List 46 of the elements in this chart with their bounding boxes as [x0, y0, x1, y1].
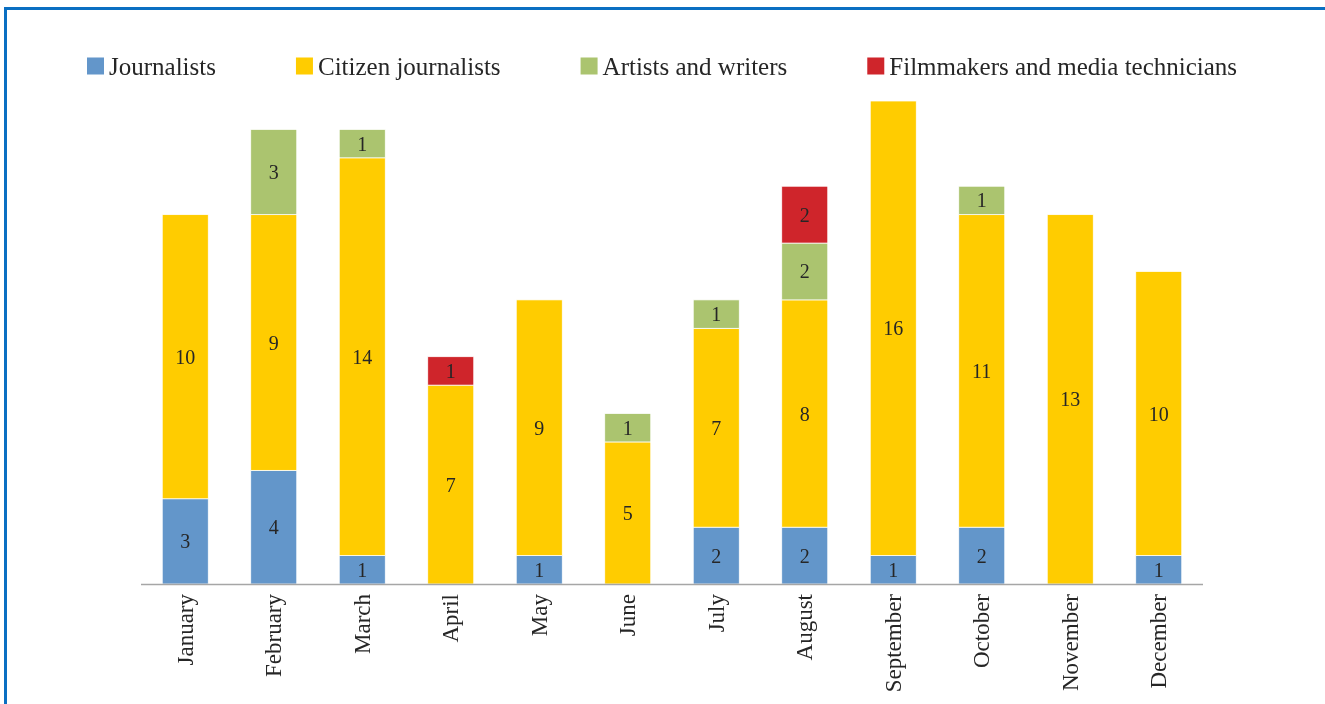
x-tick-label: January	[172, 593, 198, 666]
data-label: 11	[972, 359, 992, 382]
data-label: 1	[534, 558, 545, 581]
x-tick-label: October	[969, 593, 995, 669]
data-label: 2	[799, 544, 810, 567]
data-label: 4	[268, 516, 279, 539]
x-tick-label: May	[526, 593, 552, 637]
data-label: 8	[799, 402, 810, 425]
data-label: 5	[622, 501, 633, 524]
bar	[1046, 214, 1094, 585]
x-tick-label: April	[438, 594, 464, 643]
x-tick-label: June	[615, 594, 641, 637]
legend-label: Journalists	[109, 52, 216, 80]
data-label: 1	[711, 303, 722, 326]
data-label: 1	[622, 416, 633, 439]
data-label: 10	[1148, 402, 1169, 425]
data-label: 13	[1060, 388, 1081, 411]
data-label: 1	[445, 359, 456, 382]
data-label: 14	[352, 345, 373, 368]
data-label: 7	[711, 416, 722, 439]
data-label: 9	[534, 416, 545, 439]
data-label: 2	[799, 203, 810, 226]
data-label: 2	[976, 544, 987, 567]
x-tick-label: December	[1146, 593, 1172, 689]
data-label: 7	[445, 473, 456, 496]
x-tick-label: March	[349, 593, 375, 655]
data-label: 1	[1153, 558, 1164, 581]
x-tick-label: February	[261, 593, 287, 678]
data-label: 10	[175, 345, 196, 368]
data-label: 16	[883, 317, 904, 340]
x-tick-label: August	[792, 593, 818, 661]
legend-label: Filmmakers and media technicians	[889, 52, 1238, 80]
legend-label: Artists and writers	[602, 52, 788, 80]
legend-label: Citizen journalists	[317, 52, 501, 80]
data-label: 1	[357, 132, 368, 155]
data-label: 3	[268, 161, 279, 184]
data-label: 9	[268, 331, 279, 354]
data-label: 1	[976, 189, 987, 212]
x-tick-label: July	[703, 593, 729, 633]
data-label: 2	[711, 544, 722, 567]
data-label: 1	[888, 558, 899, 581]
data-label: 1	[357, 558, 368, 581]
data-label: 2	[799, 260, 810, 283]
x-tick-label: November	[1057, 593, 1083, 692]
x-tick-label: September	[880, 593, 906, 693]
data-label: 3	[180, 530, 191, 553]
